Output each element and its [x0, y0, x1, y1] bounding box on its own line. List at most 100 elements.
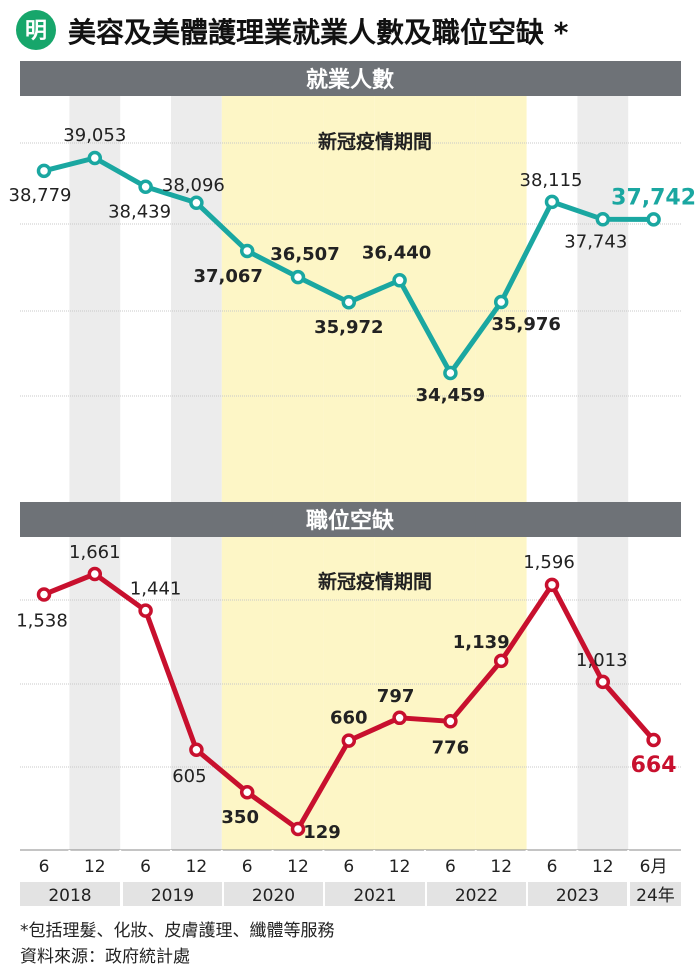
covid-annotation-vacancy: 新冠疫情期間 [318, 570, 432, 593]
year-label-2: 2020 [252, 886, 295, 906]
x-tick-label-0: 6 [39, 857, 50, 877]
x-tick-label-1: 12 [84, 857, 106, 877]
series-emp-data-label-0: 38,779 [9, 185, 72, 206]
series-vac-point-5 [290, 821, 306, 837]
year-cell-4 [427, 882, 526, 906]
band-column-4 [221, 96, 273, 850]
footnote: *包括理髮、化妝、皮膚護理、纖體等服務 [20, 921, 335, 941]
series-vac-data-label-0: 1,538 [16, 610, 68, 631]
header: 明 美容及美體護理業就業人數及職位空缺 * [16, 10, 569, 50]
x-tick-label-11: 12 [592, 857, 614, 877]
series-emp-point-10 [544, 194, 560, 210]
series-emp-point-11 [595, 212, 611, 227]
source-note: 資料來源：政府統計處 [20, 947, 190, 967]
series-vac-point-0 [36, 587, 52, 602]
series-emp-data-label-4: 37,067 [193, 266, 262, 287]
series-emp-point-7 [392, 273, 407, 288]
series-vac-point-9 [493, 653, 509, 669]
vacancy-series: 1,538 1,661 1,441 605 350 129 660 797 776 1,139 1,… [16, 542, 676, 843]
series-emp-point-8 [443, 365, 458, 381]
band-column-1 [69, 96, 121, 850]
series-vac-data-label-6: 660 [330, 708, 368, 729]
series-vac-point-7 [392, 710, 407, 726]
band-column-7 [374, 96, 425, 850]
logo-icon [16, 10, 56, 50]
series-emp-point-3 [189, 195, 204, 211]
series-emp-point-12 [646, 212, 661, 227]
series-vac-data-label-9: 1,139 [453, 632, 510, 653]
series-emp-data-label-7: 36,440 [362, 242, 431, 263]
series-vac-point-6 [341, 733, 357, 748]
page-title: 美容及美體護理業就業人數及職位空缺 * [68, 16, 569, 49]
series-vac-data-label-5: 129 [303, 822, 341, 843]
band-column-5 [272, 96, 324, 850]
year-cell-0 [20, 882, 120, 906]
x-tick-label-8: 6 [445, 857, 456, 877]
series-vac-data-label-7: 797 [377, 686, 415, 707]
x-tick-label-7: 12 [389, 857, 411, 877]
footer: *包括理髮、化妝、皮膚護理、纖體等服務 資料來源：政府統計處 [20, 921, 335, 967]
series-vac-point-3 [189, 742, 204, 758]
x-tick-label-5: 12 [287, 857, 309, 877]
series-emp-point-5 [290, 269, 306, 285]
series-vac-point-12 [646, 732, 661, 748]
series-vac-point-11 [595, 674, 611, 690]
series-emp-data-label-11: 37,743 [564, 231, 627, 252]
section-title-vacancy: 職位空缺 [306, 508, 395, 534]
series-emp-data-label-2: 38,439 [108, 202, 171, 223]
employment-series: 38,779 39,053 38,439 38,096 37,067 36,507 35,9… [9, 125, 697, 406]
series-emp-point-6 [341, 294, 357, 310]
x-tick-label-6: 6 [343, 857, 354, 877]
year-label-0: 2018 [48, 886, 91, 906]
x-tick-label-2: 6 [140, 857, 151, 877]
x-tick-label-9: 12 [490, 857, 512, 877]
year-label-1: 2019 [151, 886, 194, 906]
series-emp-point-0 [36, 163, 52, 179]
series-emp-data-label-3: 38,096 [162, 175, 225, 196]
series-emp-point-1 [87, 150, 103, 166]
series-emp-data-label-8: 34,459 [416, 385, 485, 406]
year-cell-6 [630, 882, 681, 906]
series-vac-data-label-11: 1,013 [576, 650, 628, 671]
grid-lines [20, 142, 681, 768]
series-vac-data-label-1: 1,661 [69, 542, 121, 563]
band-column-9 [475, 96, 527, 850]
series-emp-data-label-1: 39,053 [63, 125, 126, 146]
x-tick-label-3: 12 [186, 857, 208, 877]
series-vac-data-label-4: 350 [221, 807, 259, 828]
year-label-6: 24年 [636, 886, 675, 906]
section-bar-vacancy [20, 502, 681, 537]
covid-annotation-employment: 新冠疫情期間 [318, 130, 432, 153]
series-emp-point-4 [239, 243, 255, 259]
series-vac-data-label-3: 605 [172, 766, 206, 787]
series-vac-data-label-2: 1,441 [130, 579, 182, 600]
series-emp-data-label-9: 35,976 [491, 314, 560, 335]
logo-text: 明 [25, 19, 47, 44]
section-bar-employment [20, 61, 681, 96]
series-vac-point-4 [239, 784, 255, 800]
series-vac-data-label-8: 776 [432, 737, 470, 758]
x-axis: 6 12 6 12 6 12 6 12 6 12 6 12 6月 2018 2019 2020 2021 2022… [20, 849, 681, 906]
year-cell-5 [528, 882, 627, 906]
section-title-employment: 就業人數 [306, 67, 394, 93]
year-label-4: 2022 [455, 886, 498, 906]
x-tick-label-4: 6 [242, 857, 253, 877]
series-emp-point-9 [493, 294, 509, 310]
year-label-5: 2023 [556, 886, 599, 906]
series-vac-point-1 [87, 566, 103, 582]
series-vac-data-label-10: 1,596 [523, 552, 575, 573]
series-vac-point-8 [443, 714, 458, 729]
series-vac-point-2 [138, 603, 153, 618]
x-tick-label-12: 6月 [640, 857, 668, 877]
series-vac-point-10 [544, 577, 560, 593]
x-tick-label-10: 6 [547, 857, 558, 877]
series-emp-data-label-12: 37,742 [611, 185, 696, 210]
series-vac-data-label-12: 664 [631, 753, 677, 778]
series-emp-data-label-10: 38,115 [520, 170, 583, 191]
series-emp-point-2 [138, 179, 153, 194]
year-cell-1 [123, 882, 222, 906]
band-column-6 [323, 96, 375, 850]
year-cell-3 [325, 882, 425, 906]
